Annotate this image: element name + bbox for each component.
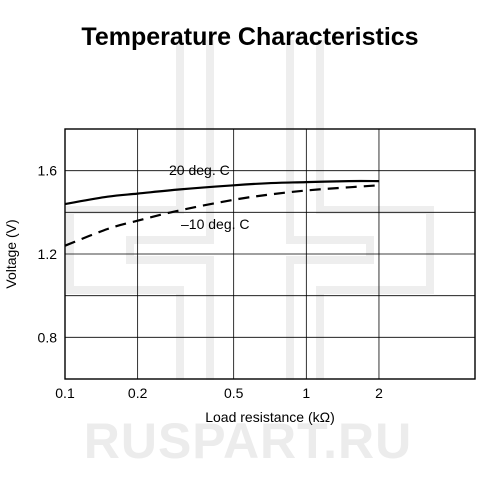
watermark-text: RUSPART.RU	[84, 413, 413, 469]
series-line-0	[64, 179, 380, 206]
y-tick-label: 0.8	[38, 329, 58, 345]
y-tick-label: 1.6	[38, 163, 58, 179]
x-tick-label: 0.2	[128, 385, 148, 401]
x-tick-label: 1	[302, 385, 310, 401]
y-axis-label: Voltage (V)	[3, 219, 19, 288]
series-layer	[64, 179, 380, 247]
tick-labels: 0.1 0.2 0.5 1 2 0.8 1.2 1.6	[38, 163, 384, 401]
grid	[64, 128, 475, 380]
x-axis-label: Load resistance (kΩ)	[205, 409, 335, 425]
x-tick-label: 2	[375, 385, 383, 401]
x-tick-label: 0.5	[224, 385, 244, 401]
series-line-1	[64, 184, 380, 247]
series-label-20c: 20 deg. C	[169, 162, 230, 178]
series-label-minus10c: –10 deg. C	[181, 216, 250, 232]
y-tick-label: 1.2	[38, 246, 58, 262]
plot-frame	[64, 128, 476, 380]
x-tick-label: 0.1	[55, 385, 75, 401]
chart-title: Temperature Characteristics	[81, 23, 418, 51]
